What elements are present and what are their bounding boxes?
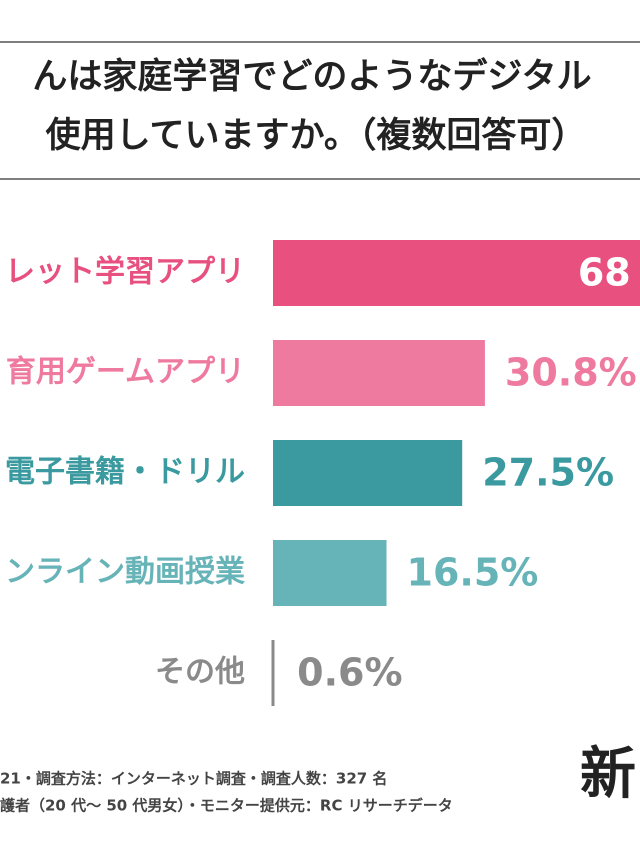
category-label: その他 bbox=[155, 655, 245, 690]
footnote: 21・調査方法：インターネット調査・調査人数：327 名 bbox=[0, 770, 387, 788]
logo: 新 bbox=[580, 742, 636, 807]
category-label: 育用ゲームアプリ bbox=[6, 355, 245, 390]
value-label: 27.5% bbox=[482, 451, 614, 495]
bar bbox=[273, 540, 387, 606]
footnote: 護者（20 代～ 50 代男女）・モニター提供元：RC リサーチデータ bbox=[0, 797, 453, 815]
bar bbox=[273, 240, 640, 306]
value-label: 16.5% bbox=[407, 551, 539, 595]
title-line: んは家庭学習でどのようなデジタル bbox=[32, 56, 591, 97]
value-label: 68 bbox=[578, 251, 631, 295]
value-label: 0.6% bbox=[297, 651, 402, 695]
title-line: 使用していますか。（複数回答可） bbox=[46, 116, 587, 156]
category-label: 電子書籍・ドリル bbox=[5, 455, 245, 490]
value-label: 30.8% bbox=[505, 351, 637, 395]
category-label: ンライン動画授業 bbox=[5, 555, 245, 590]
category-label: レット学習アプリ bbox=[5, 255, 245, 290]
bar bbox=[273, 340, 485, 406]
bar bbox=[273, 440, 463, 506]
